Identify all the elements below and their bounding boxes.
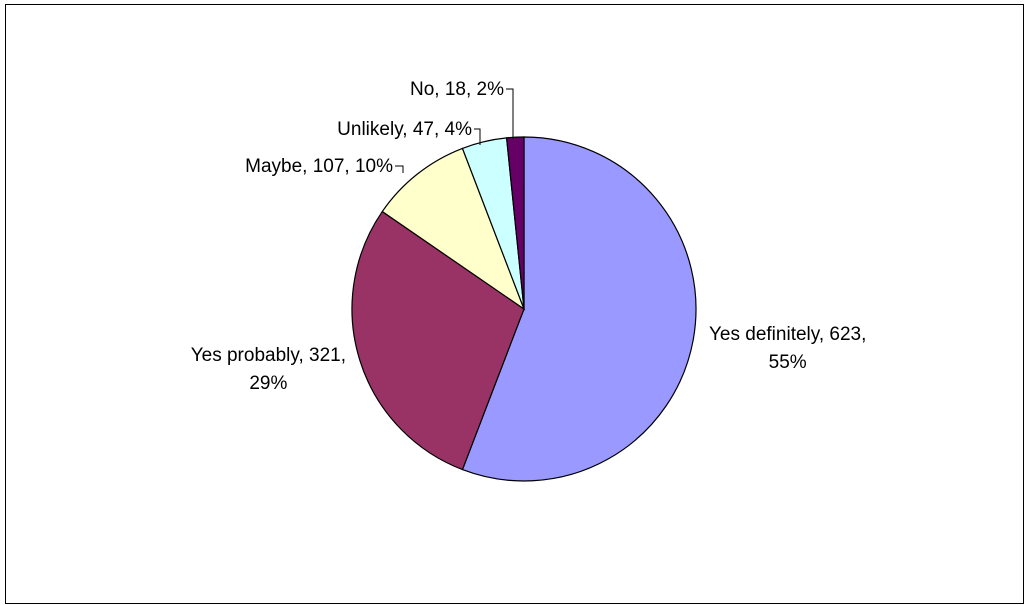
data-label-unlikely: Unlikely, 47, 4%: [337, 119, 472, 140]
data-labels: Yes definitely, 623, 55% Yes probably, 321…: [191, 79, 867, 394]
leader-lines: [395, 88, 514, 173]
slices-layer: [351, 136, 697, 482]
leader-line-no: [506, 88, 514, 139]
pie-slice-no: [505, 136, 525, 310]
pie-chart: Yes definitely, 623, 55% Yes probably, 321…: [191, 79, 867, 482]
data-label-yes-probably: Yes probably, 321, 29%: [191, 345, 346, 394]
data-label-no: No, 18, 2%: [410, 79, 504, 100]
data-label-yes-definitely: Yes definitely, 623, 55%: [709, 324, 866, 373]
leader-line-maybe: [395, 165, 404, 173]
leader-line-unlikely: [474, 128, 481, 145]
pie-slice-yes-definitely: [461, 136, 697, 482]
pie-slice-maybe: [381, 147, 526, 311]
chart-area: Yes definitely, 623, 55% Yes probably, 321…: [5, 4, 1024, 604]
pie-slice-yes-probably: [351, 210, 525, 471]
data-label-maybe: Maybe, 107, 10%: [245, 156, 393, 177]
